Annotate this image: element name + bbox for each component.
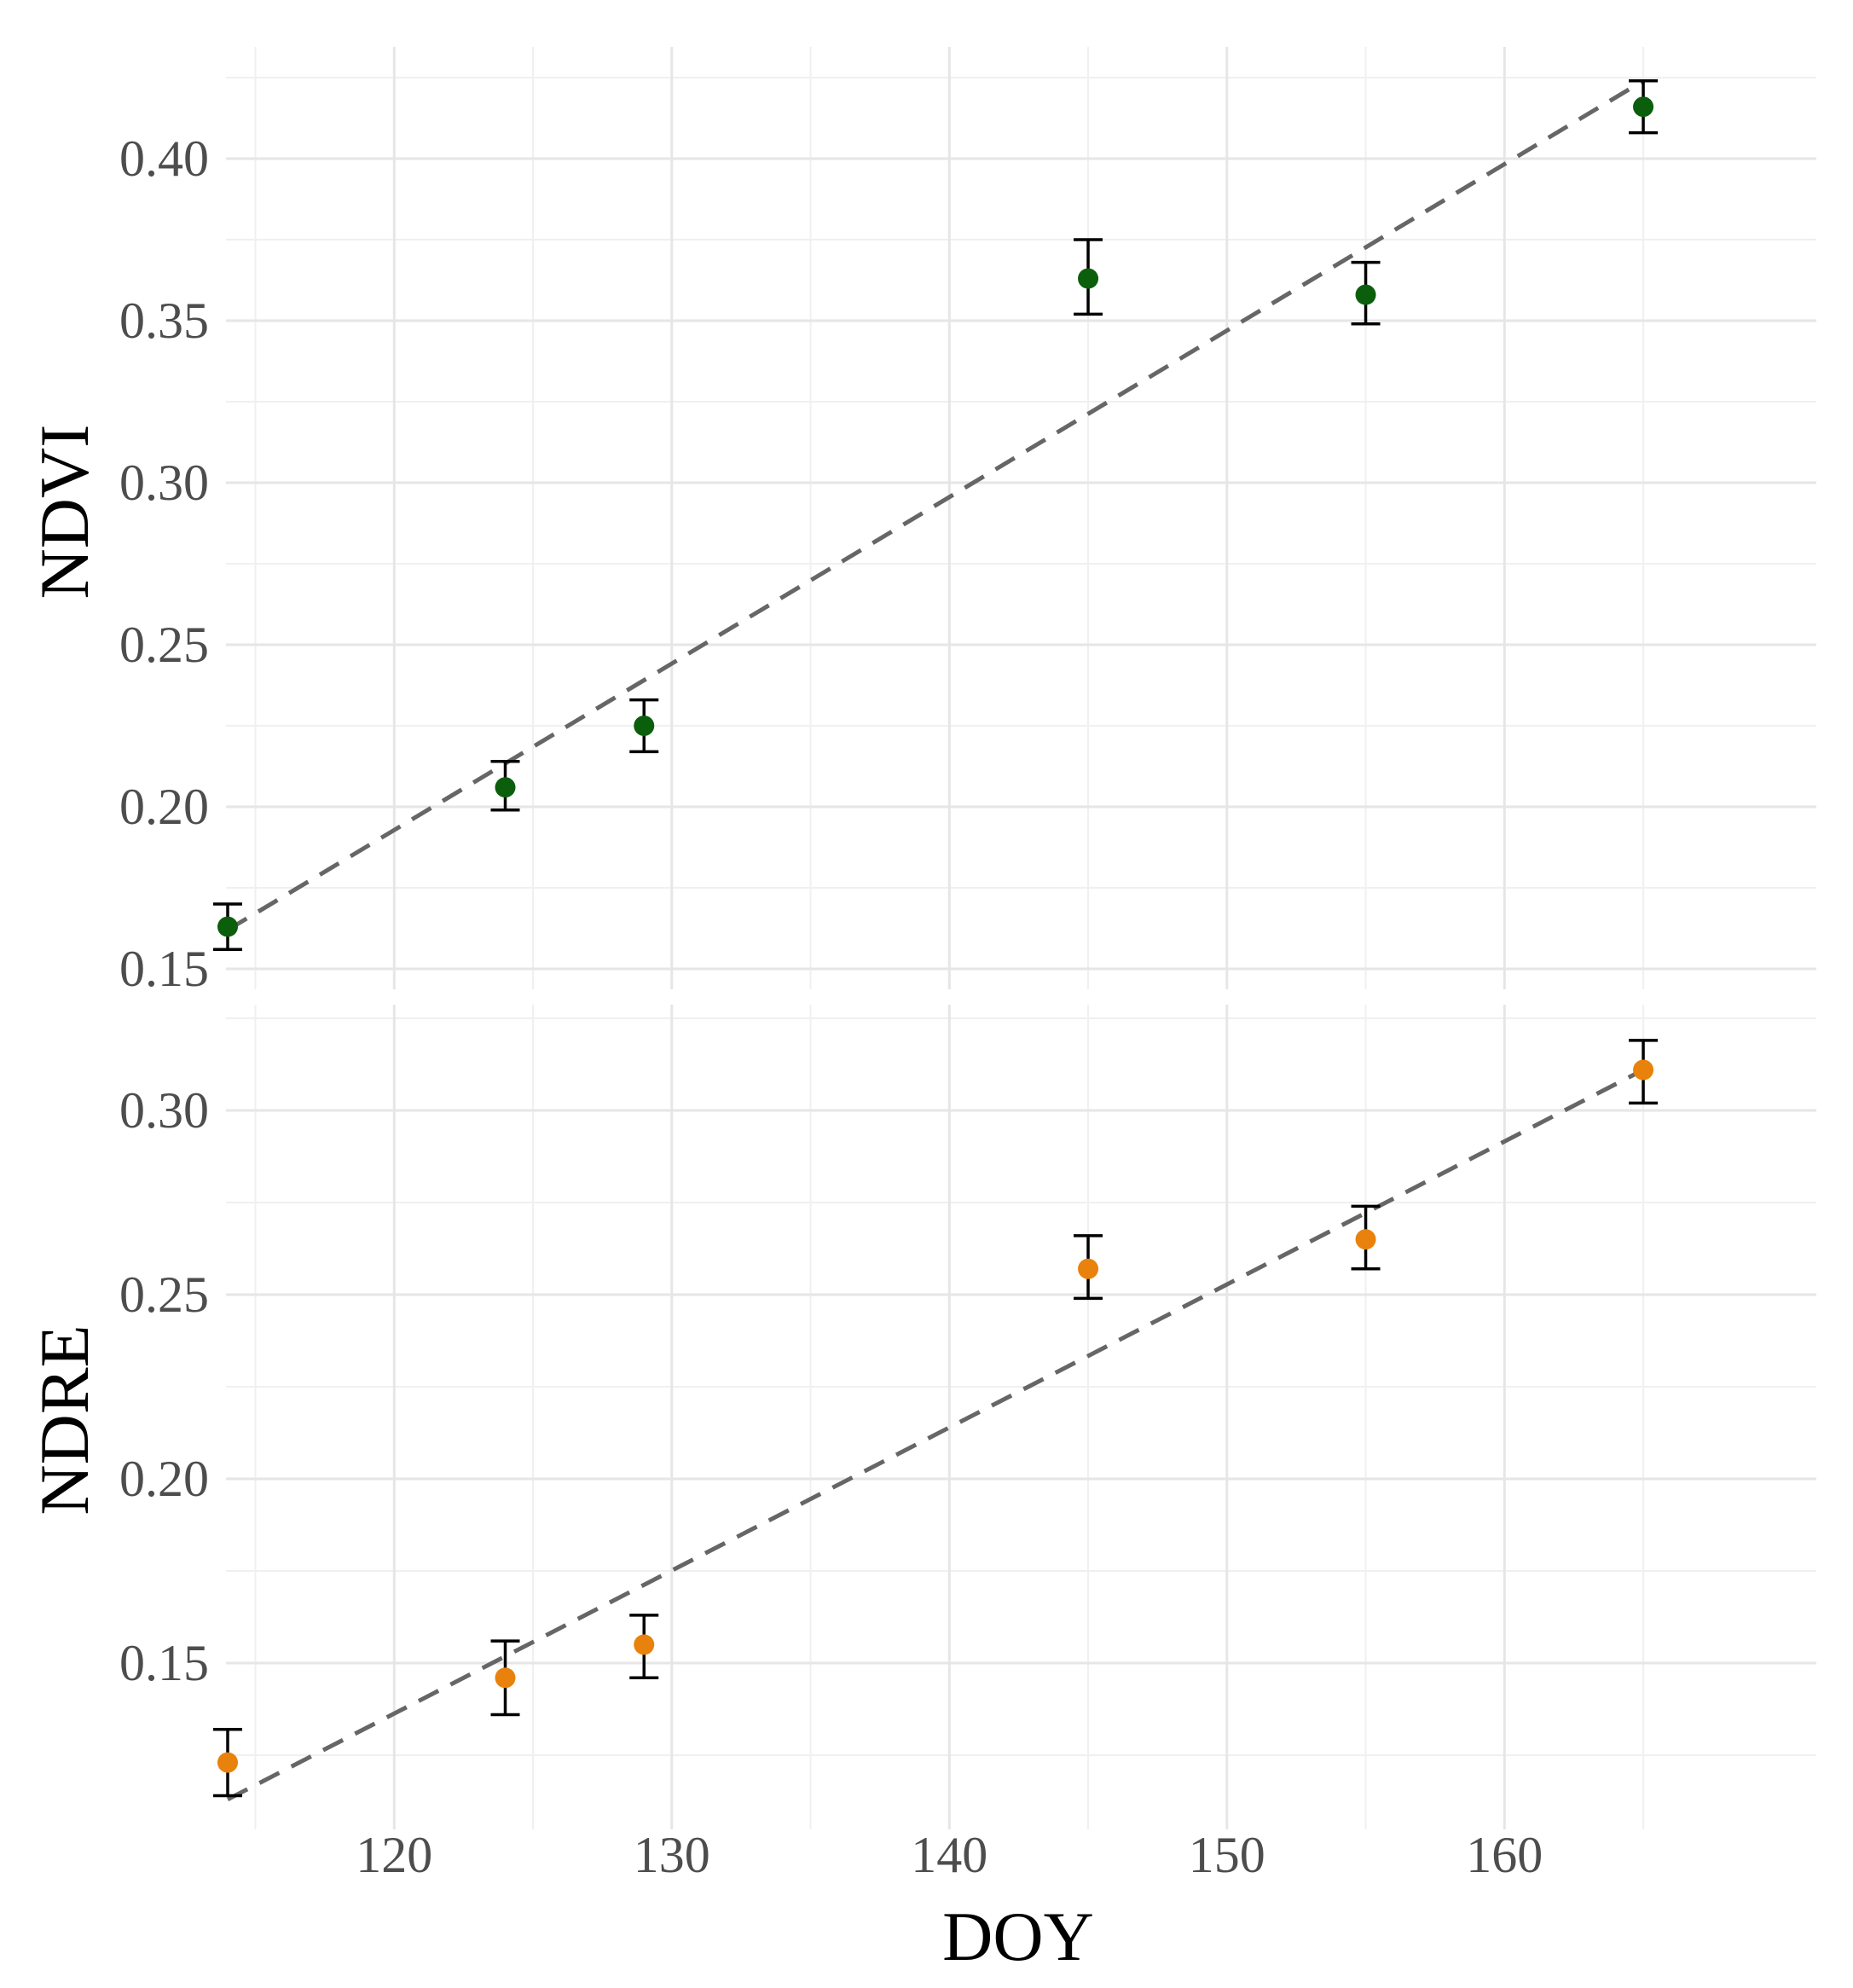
- trend-line: [226, 1068, 1645, 1802]
- ndvi-panel: 0.15 0.20 0.25 0.30 0.35 0.40: [119, 47, 1816, 997]
- data-point: [217, 1752, 238, 1773]
- y-tick-label: 0.30: [119, 1082, 209, 1139]
- data-point: [495, 777, 516, 798]
- data-point: [634, 1634, 655, 1655]
- data-point: [495, 1667, 516, 1689]
- data-point: [217, 916, 238, 937]
- data-point: [1633, 96, 1654, 118]
- x-axis-title: DOY: [942, 1898, 1094, 1975]
- y-tick-label: 0.40: [119, 130, 209, 187]
- y-tick-label: 0.20: [119, 1451, 209, 1507]
- trend-line: [226, 78, 1645, 932]
- data-point: [1633, 1059, 1654, 1081]
- ndre-axis-title: NDRE: [26, 1324, 103, 1515]
- x-tick-label: 130: [634, 1827, 710, 1883]
- ndre-panel: 0.15 0.20 0.25 0.30 120 130 140 150 160: [119, 1005, 1816, 1883]
- y-tick-label: 0.35: [119, 293, 209, 349]
- y-tick-label: 0.30: [119, 455, 209, 511]
- x-tick-label: 160: [1466, 1827, 1543, 1883]
- x-tick-label: 140: [911, 1827, 987, 1883]
- y-tick-label: 0.15: [119, 941, 209, 997]
- ndvi-axis-title: NDVI: [26, 425, 103, 600]
- data-point: [1355, 1229, 1376, 1250]
- y-tick-label: 0.20: [119, 779, 209, 835]
- data-point: [1078, 1258, 1099, 1279]
- y-tick-label: 0.25: [119, 1266, 209, 1323]
- data-point: [634, 716, 655, 736]
- data-point: [1078, 268, 1099, 289]
- x-tick-label: 120: [356, 1827, 432, 1883]
- data-point: [1355, 284, 1376, 305]
- y-tick-label: 0.15: [119, 1635, 209, 1691]
- x-tick-label: 150: [1189, 1827, 1265, 1883]
- y-tick-label: 0.25: [119, 617, 209, 673]
